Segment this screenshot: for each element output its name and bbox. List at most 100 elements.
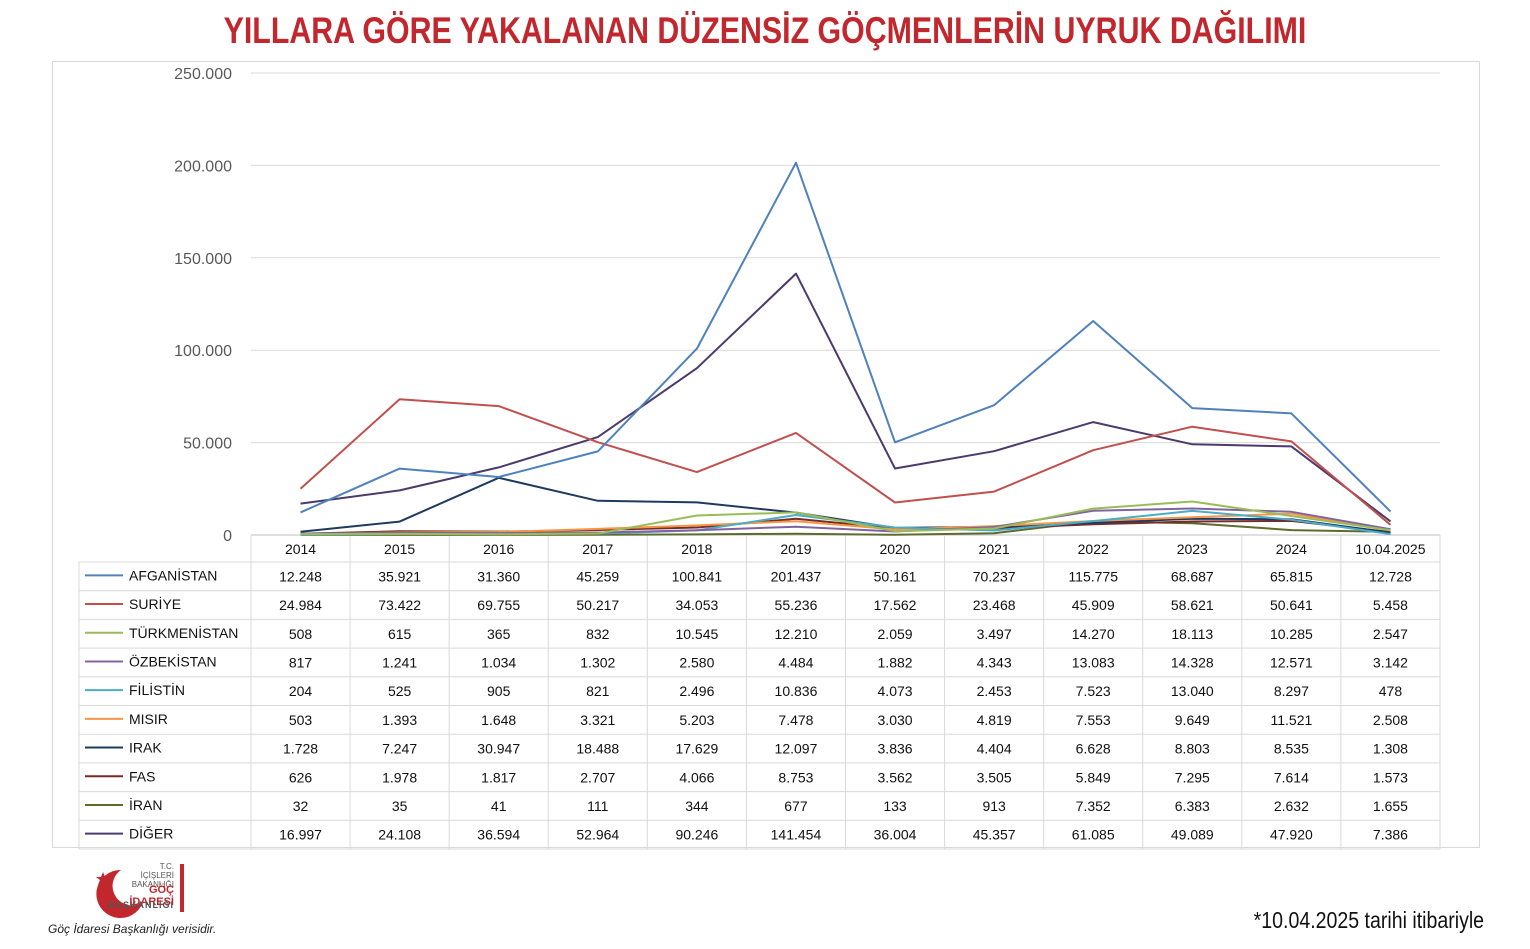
data-label: 2.707: [580, 769, 615, 785]
data-label: 4.819: [977, 712, 1012, 728]
data-label: 508: [289, 626, 313, 642]
data-label: 24.108: [378, 827, 421, 843]
logo-divider: [180, 864, 184, 912]
data-label: 73.422: [378, 597, 421, 613]
data-label: 3.505: [977, 769, 1012, 785]
data-label: 478: [1379, 683, 1403, 699]
legend-series-name: ÖZBEKİSTAN: [129, 652, 217, 669]
data-label: 8.535: [1274, 741, 1309, 757]
legend-series-name: SURİYE: [129, 595, 181, 612]
data-label: 615: [388, 626, 412, 642]
data-label: 4.343: [977, 654, 1012, 670]
y-tick-label: 200.000: [174, 158, 232, 175]
data-label: 6.628: [1076, 741, 1111, 757]
legend-series-name: FİLİSTİN: [129, 681, 185, 698]
data-label: 626: [289, 769, 313, 785]
data-label: 2.508: [1373, 712, 1408, 728]
x-tick-label: 2018: [681, 541, 712, 557]
data-label: 344: [685, 798, 709, 814]
data-label: 36.004: [874, 827, 917, 843]
data-label: 365: [487, 626, 511, 642]
x-tick-label: 2016: [483, 541, 514, 557]
data-label: 503: [289, 712, 313, 728]
data-label: 45.259: [576, 568, 619, 584]
data-label: 677: [784, 798, 808, 814]
data-label: 50.161: [874, 568, 917, 584]
data-label: 905: [487, 683, 511, 699]
series-line: [300, 500, 1391, 536]
data-label: 204: [289, 683, 313, 699]
data-label: 45.909: [1072, 597, 1115, 613]
data-label: 1.241: [382, 654, 417, 670]
data-label: 14.328: [1171, 654, 1214, 670]
data-label: 2.547: [1373, 626, 1408, 642]
series-line: [299, 398, 1392, 526]
data-label: 9.649: [1175, 712, 1210, 728]
data-label: 7.352: [1076, 798, 1111, 814]
data-label: 7.523: [1076, 683, 1111, 699]
data-label: 1.882: [878, 654, 913, 670]
x-tick-label: 2015: [384, 541, 415, 557]
legend-series-name: İRAN: [129, 796, 162, 813]
logo-line-3: GÖÇ İDARESİ: [129, 884, 174, 908]
x-tick-label: 2020: [879, 541, 910, 557]
data-label: 2.453: [977, 683, 1012, 699]
data-label: 47.920: [1270, 827, 1313, 843]
data-label: 24.984: [279, 597, 322, 613]
data-label: 41: [491, 798, 507, 814]
data-label: 90.246: [675, 827, 718, 843]
data-label: 913: [982, 798, 1006, 814]
y-tick-label: 250.000: [174, 66, 232, 83]
legend-series-name: MISIR: [129, 711, 168, 727]
data-label: 7.553: [1076, 712, 1111, 728]
data-label: 2.632: [1274, 798, 1309, 814]
data-label: 141.454: [771, 827, 822, 843]
series-line: [300, 507, 1391, 535]
data-label: 7.478: [778, 712, 813, 728]
data-label: 3.562: [878, 769, 913, 785]
data-label: 12.097: [775, 741, 818, 757]
data-label: 10.545: [675, 626, 718, 642]
y-tick-label: 0: [223, 528, 232, 545]
data-label: 36.594: [477, 827, 520, 843]
data-label: 30.947: [477, 741, 520, 757]
data-label: 4.484: [778, 654, 813, 670]
data-label: 34.053: [675, 597, 718, 613]
data-label: 5.849: [1076, 769, 1111, 785]
data-label: 35: [392, 798, 408, 814]
x-tick-label: 2021: [979, 541, 1010, 557]
data-label: 1.302: [580, 654, 615, 670]
data-label: 7.247: [382, 741, 417, 757]
legend-series-name: DİĞER: [129, 825, 173, 842]
data-label: 115.775: [1068, 568, 1118, 584]
data-label: 201.437: [771, 568, 822, 584]
data-label: 7.295: [1175, 769, 1210, 785]
data-label: 1.655: [1373, 798, 1408, 814]
y-tick-label: 50.000: [183, 436, 232, 453]
legend-series-name: AFGANİSTAN: [129, 566, 217, 583]
x-tick-label: 2023: [1177, 541, 1208, 557]
data-label: 14.270: [1072, 626, 1115, 642]
data-label: 3.836: [878, 741, 913, 757]
data-label: 8.803: [1175, 741, 1210, 757]
data-label: 2.496: [679, 683, 714, 699]
data-label: 2.059: [878, 626, 913, 642]
data-label: 18.113: [1171, 626, 1213, 642]
series-line: [300, 161, 1392, 514]
data-label: 3.030: [878, 712, 913, 728]
data-label: 13.083: [1072, 654, 1115, 670]
y-tick-label: 150.000: [174, 251, 232, 268]
data-label: 23.468: [973, 597, 1016, 613]
data-label: 35.921: [378, 568, 421, 584]
data-label: 111: [587, 798, 608, 814]
data-label: 133: [883, 798, 907, 814]
data-label: 69.755: [477, 597, 520, 613]
data-label: 49.089: [1171, 827, 1214, 843]
y-tick-label: 100.000: [174, 343, 232, 360]
data-label: 1.034: [481, 654, 516, 670]
data-label: 1.728: [283, 741, 318, 757]
data-label: 55.236: [775, 597, 818, 613]
date-footnote: *10.04.2025 tarihi itibariyle: [1253, 907, 1484, 933]
data-label: 4.073: [878, 683, 913, 699]
